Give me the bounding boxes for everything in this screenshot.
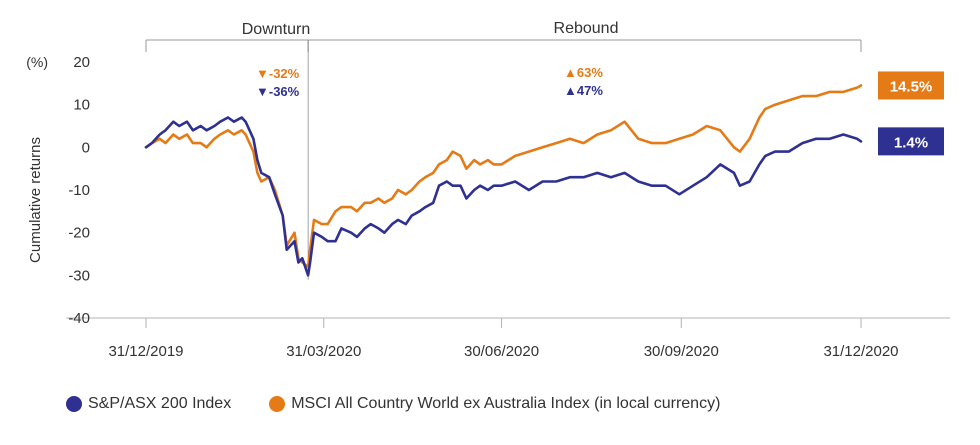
annotations: ▼-32% ▼-36% ▲63% ▲47% 14.5% 1.4%	[256, 65, 944, 156]
end-label-asx200-text: 1.4%	[894, 134, 928, 151]
y-tick-label-1: 10	[73, 97, 90, 114]
series-line-asx200	[144, 116, 863, 277]
y-tick-label-4: -20	[68, 225, 90, 242]
x-tick-label-0: 31/12/2019	[108, 343, 183, 360]
annotation-0: ▼-32%	[256, 66, 300, 81]
y-unit-label: (%)	[26, 54, 48, 70]
x-tick-label-2: 30/06/2020	[464, 343, 539, 360]
series-line-msci	[144, 84, 863, 269]
legend: S&P/ASX 200 Index MSCI All Country World…	[66, 395, 758, 413]
period-brackets: Downturn Rebound	[145, 20, 862, 280]
axes: 20 10 0 -10 -20 -30 -40 (%) Cumulative returns 31…	[26, 54, 950, 360]
x-tick-label-4: 31/12/2020	[823, 343, 898, 360]
y-tick-label-3: -10	[68, 182, 90, 199]
end-label-msci-box	[878, 71, 944, 100]
legend-item-asx200: S&P/ASX 200 Index	[66, 395, 231, 413]
series-lines	[144, 84, 863, 277]
x-tick-label-1: 31/03/2020	[286, 343, 361, 360]
y-tick-label-6: -40	[68, 310, 90, 327]
y-tick-label-0: 20	[73, 54, 90, 71]
legend-swatch-msci	[269, 396, 286, 412]
annotation-2: ▲63%	[564, 65, 603, 80]
y-axis-title: Cumulative returns	[27, 137, 44, 263]
annotation-1: ▼-36%	[256, 84, 300, 99]
period-label-downturn: Downturn	[242, 21, 310, 38]
y-tick-label-5: -30	[68, 267, 90, 284]
x-tick-label-3: 30/09/2020	[644, 343, 719, 360]
end-label-asx200-box	[878, 127, 944, 156]
legend-item-msci: MSCI All Country World ex Australia Inde…	[269, 395, 720, 413]
period-label-rebound: Rebound	[554, 20, 619, 37]
legend-label-msci: MSCI All Country World ex Australia Inde…	[291, 395, 721, 412]
y-tick-label-2: 0	[82, 139, 90, 156]
chart-svg: 20 10 0 -10 -20 -30 -40 (%) Cumulative returns 31…	[26, 20, 950, 360]
legend-swatch-asx200	[66, 396, 82, 412]
end-label-msci-text: 14.5%	[890, 78, 933, 95]
annotation-3: ▲47%	[564, 83, 603, 98]
legend-label-asx200: S&P/ASX 200 Index	[88, 395, 232, 412]
